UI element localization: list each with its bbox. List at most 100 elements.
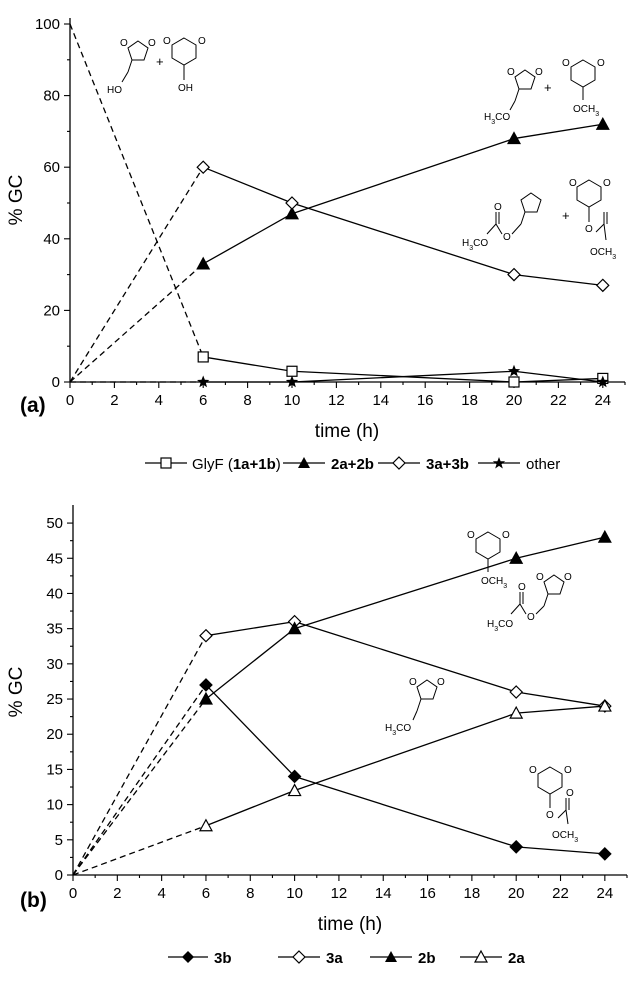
- data-point-a-s3-24: [595, 278, 610, 293]
- legend-label-3a: 3a: [326, 950, 343, 967]
- ring-3a-bottom: [543, 574, 565, 595]
- structure-2a-top: H3CO O O: [484, 67, 543, 126]
- legend-marker-2a2b: [298, 457, 310, 468]
- x-tick-label-a-20: 20: [506, 392, 523, 409]
- series-segment-b-s2-0: [72, 635, 207, 876]
- bond-3a-top-b: [511, 223, 522, 235]
- legend-marker-2a: [473, 949, 489, 963]
- structure-3a-bottom: H3CO O O O O: [487, 572, 572, 633]
- formula-part: OCH: [573, 104, 595, 115]
- data-point-b-s3-6: [198, 691, 213, 705]
- x-tick-label-a-16: 16: [417, 392, 434, 409]
- data-point-a-s2-10: [284, 206, 300, 220]
- structure-2b-bottom: OCH3 O O: [467, 530, 510, 590]
- series-b-s4: [72, 698, 612, 876]
- legend-marker-3a: [292, 950, 306, 964]
- plus-sign-1: +: [156, 54, 164, 69]
- x-tick-label-b-10: 10: [286, 885, 303, 902]
- series-a-s2: [69, 116, 610, 383]
- formula-part: H: [487, 619, 494, 630]
- plus-sign-3: +: [562, 208, 570, 223]
- subscript-3: 3: [491, 119, 495, 126]
- bond-1a-a: [127, 59, 133, 73]
- series-segment-a-s2-1: [202, 213, 293, 265]
- h3co-label-2a-bottom: H3CO: [385, 723, 411, 737]
- o-label-2a-top-a: O: [507, 67, 515, 78]
- data-point-b-s1-24: [597, 847, 612, 861]
- subscript-3: 3: [392, 730, 396, 737]
- series-segment-a-s4-2: [291, 370, 515, 383]
- data-point-b-s4-24: [597, 698, 612, 712]
- panel-label-b: (b): [20, 889, 47, 912]
- x-tick-label-a-18: 18: [461, 392, 478, 409]
- y-tick-label-a-80: 80: [43, 88, 60, 105]
- bond-2a-top-a: [514, 88, 520, 102]
- och3-label-3b-bottom: OCH3: [552, 830, 578, 844]
- y-tick-label-b-15: 15: [46, 761, 63, 778]
- x-tick-label-b-20: 20: [508, 885, 525, 902]
- o-label-3b-top-c: O: [603, 178, 611, 189]
- ring-3b-top: [576, 179, 602, 208]
- legend-item-glyf: GlyF (1a+1b): [145, 456, 281, 473]
- series-b-s3: [72, 529, 612, 876]
- h3co-label-3a-bottom: H3CO: [487, 619, 513, 633]
- bond-3a-bottom-c: [519, 603, 527, 615]
- structure-2a-2b-top: H3CO O O + OCH 3 O O: [484, 58, 605, 126]
- o-label-1a-b: O: [148, 38, 156, 49]
- subscript-3: 3: [503, 583, 507, 590]
- series-segment-b-s3-0: [72, 698, 207, 876]
- data-point-a-s3-20: [507, 267, 521, 282]
- ring-2b-top: [570, 59, 596, 88]
- bond-3a-bottom-b: [535, 605, 545, 615]
- legend-marker-2b: [385, 951, 397, 962]
- data-point-b-s2-20: [509, 685, 524, 699]
- x-tick-label-b-8: 8: [246, 885, 254, 902]
- x-tick-label-b-2: 2: [113, 885, 121, 902]
- series-segment-a-s4-3: [513, 370, 603, 383]
- ring-1b: [171, 37, 197, 66]
- o-label-3b-bottom-c: O: [564, 765, 572, 776]
- data-point-b-s1-10: [287, 769, 302, 784]
- series-segment-b-s4-0: [72, 825, 207, 876]
- legend-marker-3a3b: [392, 456, 406, 470]
- och3-label-2b-bottom: OCH3: [481, 576, 507, 590]
- o-label-2b-bottom-a: O: [467, 530, 475, 541]
- formula-part: OCH: [552, 830, 574, 841]
- data-point-b-s4-20: [509, 705, 524, 719]
- x-tick-label-b-0: 0: [69, 885, 77, 902]
- x-tick-label-b-12: 12: [331, 885, 348, 902]
- formula-part: OCH: [590, 247, 612, 258]
- bond-1a-b: [121, 71, 129, 83]
- legend-label-2a2b: 2a+2b: [331, 456, 374, 473]
- series-segment-b-s3-2: [294, 557, 517, 630]
- series-segment-b-s1-0: [72, 684, 207, 876]
- data-point-a-s4-10: [285, 375, 299, 388]
- ring-3b-bottom: [537, 766, 563, 795]
- structure-3a-top: H3CO O O: [462, 192, 542, 252]
- structure-3b-bottom: OCH3 O O O O: [529, 765, 578, 844]
- y-tick-label-b-45: 45: [46, 550, 63, 567]
- panel-b: 0 2 4 6 8 10 12 14 16 18 20 22 240510152025303540455…: [6, 505, 628, 967]
- series-segment-b-s1-1: [205, 684, 296, 777]
- x-tick-label-a-4: 4: [155, 392, 163, 409]
- legend-item-2b: 2b: [370, 950, 436, 967]
- bond-3a-top-a: [520, 211, 526, 225]
- bond-3b-bottom-e: [565, 809, 569, 825]
- formula-part: H: [385, 723, 392, 734]
- data-point-a-glyf-20: [508, 376, 520, 388]
- bond-3b-top-e: [603, 223, 607, 241]
- data-point-a-s4-6: [197, 375, 210, 388]
- o-label-2b-top-b: O: [597, 58, 605, 69]
- legend-marker-glyf: [160, 457, 172, 469]
- o-label-3a-bottom-a: O: [518, 582, 526, 593]
- x-tick-label-b-4: 4: [157, 885, 165, 902]
- series-segment-b-s1-2: [294, 775, 517, 848]
- legend-item-other: other: [478, 456, 560, 473]
- subscript-3: 3: [469, 245, 473, 252]
- o-label-2b-top-a: O: [562, 58, 570, 69]
- data-point-a-s3-6: [196, 160, 211, 175]
- x-tick-label-a-12: 12: [328, 392, 345, 409]
- data-point-a-s2-24: [595, 116, 610, 130]
- plus-sign-2: +: [544, 80, 552, 95]
